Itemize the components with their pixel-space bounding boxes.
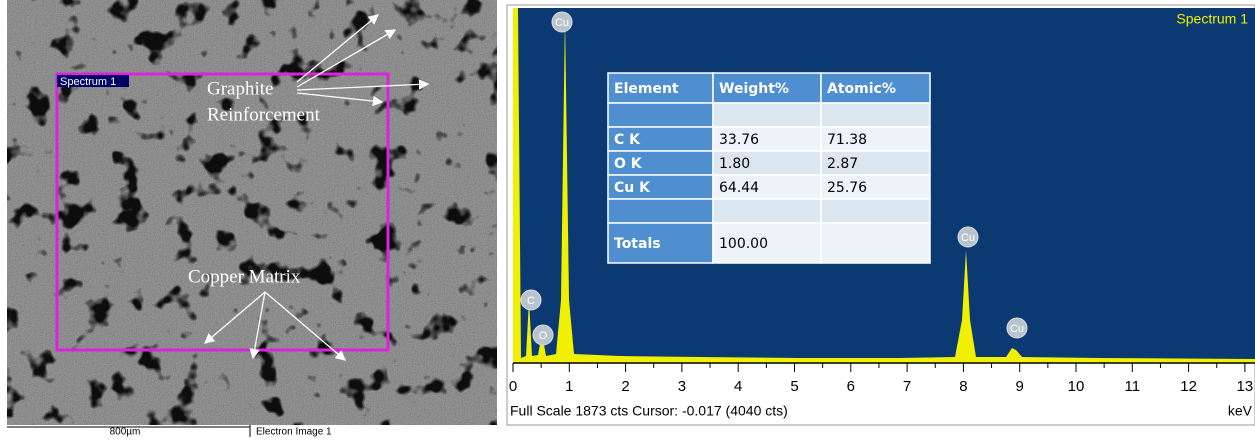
figure: Spectrum 1 Graphite Reinforcement Copper…: [0, 0, 1255, 437]
annotation: Copper Matrix: [188, 266, 301, 287]
table-value: 25.76: [827, 180, 867, 196]
table-cell: [608, 199, 713, 223]
x-tick-label: 8: [959, 378, 967, 395]
result-table: Element Weight% Atomic% C K 33.76 71.38 O K 1.8…: [608, 73, 930, 263]
image-name: Electron Image 1: [256, 427, 332, 437]
region-label: Spectrum 1: [60, 76, 116, 88]
unit: keV: [1228, 403, 1253, 419]
x-tick-label: 12: [1180, 378, 1197, 395]
table-header: Weight%: [719, 81, 789, 97]
table-value: 2.87: [827, 156, 858, 172]
x-tick-label: 2: [621, 378, 629, 395]
peak-label: O: [539, 330, 548, 342]
table-value: 71.38: [827, 132, 867, 148]
peak-label: Cu: [555, 17, 569, 29]
x-tick-label: 3: [678, 378, 686, 395]
table-cell: [821, 223, 930, 263]
x-tick-label: 5: [790, 378, 798, 395]
table-header: Totals: [614, 236, 661, 252]
x-tick-label: 7: [903, 378, 911, 395]
peak-label: C: [527, 295, 535, 307]
table-value: 33.76: [719, 132, 759, 148]
table-header: Cu K: [614, 180, 651, 196]
x-tick-label: 6: [847, 378, 855, 395]
table-cell: [821, 103, 930, 127]
table-value: 64.44: [719, 180, 759, 196]
sem-image: Spectrum 1 Graphite Reinforcement Copper…: [7, 0, 497, 425]
x-tick-label: 1: [565, 378, 573, 395]
x-tick-label: 10: [1068, 378, 1085, 395]
peak-label: Cu: [961, 232, 975, 244]
x-tick-label: 11: [1125, 378, 1141, 395]
table-value: 1.80: [719, 156, 750, 172]
peak-label: Cu: [1010, 323, 1024, 335]
table-header: O K: [614, 156, 643, 172]
annotation: Reinforcement: [207, 104, 321, 125]
table-header: Element: [614, 81, 679, 97]
x-tick-label: 13: [1237, 378, 1254, 395]
table-cell: [821, 199, 930, 223]
page: Spectrum 1 Graphite Reinforcement Copper…: [0, 0, 1255, 437]
x-tick-label: 4: [734, 378, 742, 395]
x-tick-label: 0: [509, 378, 517, 395]
table-cell: [713, 103, 821, 127]
table-cell: [713, 199, 821, 223]
x-tick-label: 9: [1016, 378, 1024, 395]
spectrum-title: Spectrum 1: [1176, 11, 1248, 27]
table-value: 100.00: [719, 236, 768, 252]
annotation: Graphite: [207, 78, 273, 99]
table-cell: [608, 103, 713, 127]
table-header: Atomic%: [827, 81, 896, 97]
scale-label: 800µm: [110, 427, 141, 437]
scale-bar: 800µm Electron Image 1: [7, 425, 332, 437]
table-header: C K: [614, 132, 641, 148]
footer: Full Scale 1873 cts Cursor: -0.017 (4040…: [510, 403, 788, 419]
